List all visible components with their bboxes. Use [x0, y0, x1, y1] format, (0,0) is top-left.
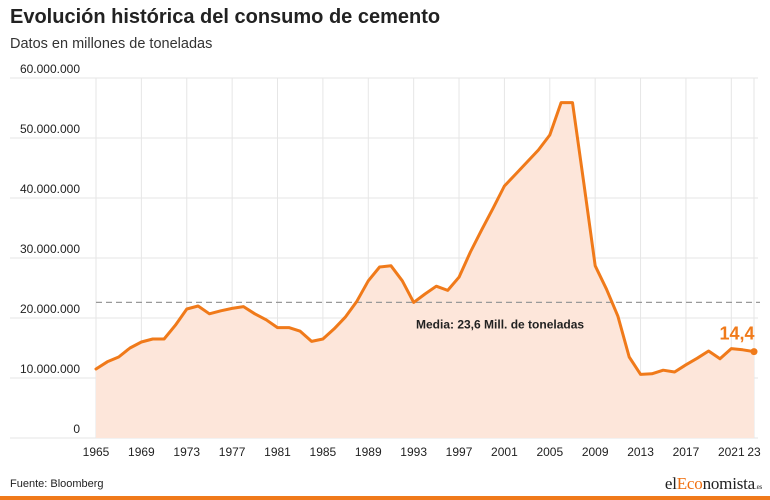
x-tick-label: 1965	[83, 445, 110, 459]
x-tick-label: 2013	[627, 445, 654, 459]
x-tick-label: 1981	[264, 445, 291, 459]
x-tick-label: 1997	[446, 445, 473, 459]
x-tick-label: 1985	[310, 445, 337, 459]
y-tick-label: 10.000.000	[20, 362, 80, 376]
y-tick-label: 40.000.000	[20, 182, 80, 196]
y-tick-label: 30.000.000	[20, 242, 80, 256]
y-tick-label: 20.000.000	[20, 302, 80, 316]
source-note: Fuente: Bloomberg	[10, 478, 104, 490]
y-tick-label: 60.000.000	[20, 62, 80, 76]
x-tick-label: 2009	[582, 445, 609, 459]
end-point	[750, 348, 758, 356]
area-fill	[96, 102, 754, 438]
x-tick-label: 23	[747, 445, 761, 459]
brand-prefix: el	[664, 474, 677, 493]
brand-suffix: nomista	[702, 474, 756, 493]
x-tick-label: 1969	[128, 445, 155, 459]
brand-logo: elEconomista.es	[665, 474, 762, 494]
y-tick-label: 0	[73, 422, 80, 436]
mean-label: Media: 23,6 Mill. de toneladas	[416, 317, 584, 331]
chart-title: Evolución histórica del consumo de cemen…	[10, 6, 441, 28]
bottom-accent-bar	[0, 496, 770, 500]
x-tick-label: 2017	[673, 445, 700, 459]
x-tick-label: 1993	[400, 445, 427, 459]
y-tick-label: 50.000.000	[20, 122, 80, 136]
end-value-label: 14,4	[719, 324, 754, 344]
brand-tld: .es	[755, 483, 762, 491]
x-tick-label: 1977	[219, 445, 246, 459]
brand-accent: Eco	[676, 474, 703, 493]
chart-subtitle: Datos en millones de toneladas	[10, 36, 213, 52]
x-tick-label: 2001	[491, 445, 518, 459]
x-tick-label: 1989	[355, 445, 382, 459]
series-line	[94, 101, 756, 376]
x-tick-label: 2005	[536, 445, 563, 459]
x-tick-label: 2021	[718, 445, 745, 459]
x-tick-label: 1973	[173, 445, 200, 459]
